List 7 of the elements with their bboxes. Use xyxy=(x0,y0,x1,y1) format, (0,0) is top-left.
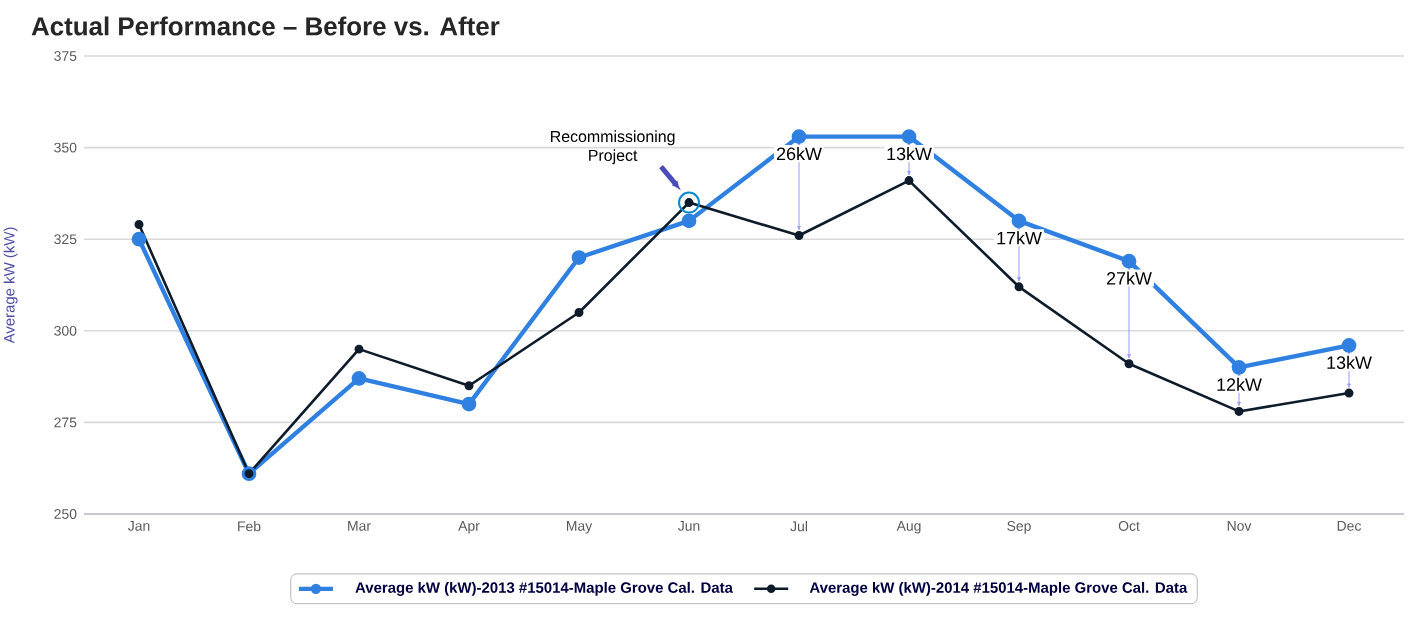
annotation: 17kW xyxy=(997,231,1042,245)
annotation: 13kW xyxy=(887,146,932,161)
annotation: 12kW xyxy=(1217,377,1262,391)
chart-title: Actual Performance – Before vs. After xyxy=(31,16,500,36)
annotation: 27kW xyxy=(1107,271,1152,285)
annotation: 26kW xyxy=(776,146,822,161)
annotation: 13kW xyxy=(1327,355,1372,370)
